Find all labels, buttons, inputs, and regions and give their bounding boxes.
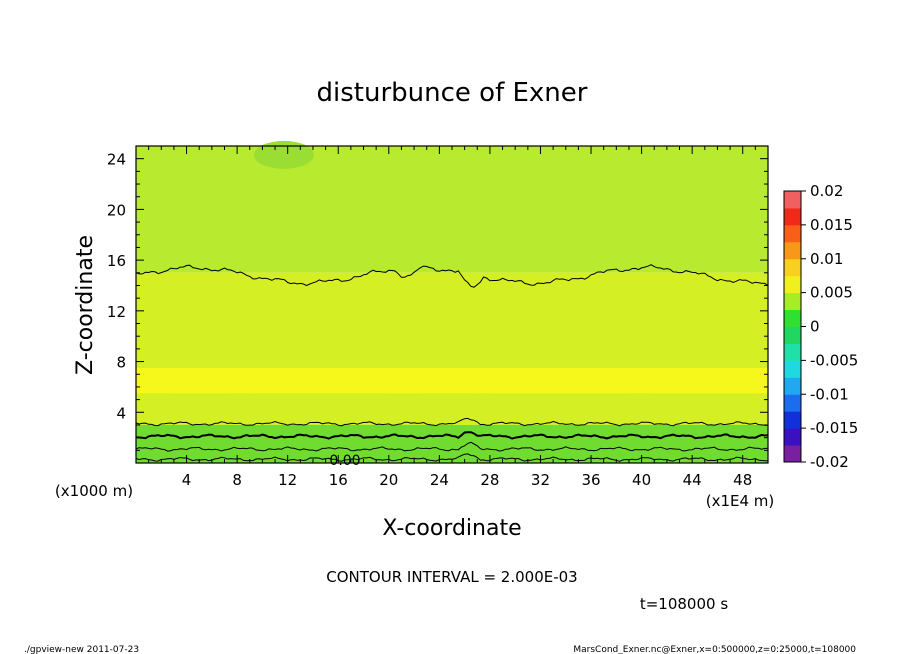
field-patch bbox=[647, 370, 762, 394]
footer-left: ./gpview-new 2011-07-23 bbox=[24, 645, 139, 654]
colorbar-tick-label: -0.015 bbox=[810, 419, 858, 437]
y-axis: 4 8 12 16 20 24 bbox=[107, 151, 768, 451]
x-tick-label: 16 bbox=[329, 471, 348, 489]
time-note: t=108000 s bbox=[640, 595, 728, 613]
field-patch bbox=[167, 370, 231, 394]
field-region-middle bbox=[136, 272, 768, 425]
x-tick-label: 28 bbox=[480, 471, 499, 489]
x-tick-label: 32 bbox=[531, 471, 550, 489]
x-tick-label: 36 bbox=[581, 471, 600, 489]
contour-line bbox=[135, 417, 769, 427]
x-tick-label: 12 bbox=[278, 471, 297, 489]
colorbar-tick-label: 0 bbox=[810, 318, 820, 336]
y-axis-label: Z-coordinate bbox=[73, 235, 98, 375]
y-unit-label: (x1000 m) bbox=[55, 482, 133, 500]
colorbar-segment bbox=[784, 377, 801, 395]
colorbar-labels: 0.02 0.015 0.01 0.005 0 -0.005 -0.01 -0.015 -0.0… bbox=[801, 182, 858, 471]
footer-right: MarsCond_Exner.nc@Exner,x=0:500000,z=0:2… bbox=[573, 645, 856, 654]
colorbar-tick-label: -0.005 bbox=[810, 351, 858, 369]
y-tick-label: 20 bbox=[107, 201, 126, 219]
colorbar bbox=[783, 190, 802, 463]
colorbar-tick-label: -0.02 bbox=[810, 453, 849, 471]
y-tick-label: 16 bbox=[107, 252, 126, 270]
colorbar-segment bbox=[784, 275, 801, 294]
colorbar-segment bbox=[784, 326, 801, 344]
colorbar-segment bbox=[784, 241, 801, 260]
colorbar-tick-label: 0.01 bbox=[810, 250, 843, 268]
contour-label-zero: 0.00 bbox=[329, 453, 360, 469]
x-tick-label: 48 bbox=[733, 471, 752, 489]
colorbar-tick-label: -0.01 bbox=[810, 385, 849, 403]
field-region-upper bbox=[136, 146, 768, 273]
colorbar-segment bbox=[784, 191, 801, 209]
colorbar-segment bbox=[784, 428, 801, 446]
y-tick-label: 4 bbox=[116, 404, 126, 422]
x-tick-label: 20 bbox=[379, 471, 398, 489]
x-tick-label: 40 bbox=[632, 471, 651, 489]
field-patch bbox=[249, 370, 257, 394]
field-region-lower bbox=[136, 424, 768, 463]
colorbar-segment bbox=[784, 309, 801, 327]
colorbar-segment bbox=[784, 411, 801, 429]
colorbar-tick-label: 0.005 bbox=[810, 284, 853, 302]
contour-line bbox=[135, 441, 768, 452]
x-tick-label: 44 bbox=[683, 471, 702, 489]
field-patch-top bbox=[253, 140, 314, 169]
colorbar-segment bbox=[784, 394, 801, 412]
chart-title: disturbunce of Exner bbox=[317, 78, 588, 108]
x-tick-label: 24 bbox=[430, 471, 449, 489]
field-patch bbox=[382, 370, 427, 394]
field-patch bbox=[483, 370, 636, 394]
y-tick-label: 8 bbox=[116, 354, 126, 372]
colorbar-segment bbox=[784, 207, 801, 226]
colorbar-segment bbox=[784, 360, 801, 378]
y-tick-label: 24 bbox=[107, 151, 126, 169]
colorbar-segment bbox=[784, 445, 801, 463]
colorbar-segment bbox=[784, 224, 801, 243]
y-tick-label: 12 bbox=[107, 303, 126, 321]
x-axis-label: X-coordinate bbox=[382, 516, 521, 541]
plot-area bbox=[136, 140, 768, 463]
contour-lines bbox=[135, 264, 769, 462]
contour-line bbox=[135, 264, 769, 288]
contour-interval-note: CONTOUR INTERVAL = 2.000E-03 bbox=[326, 568, 577, 586]
colorbar-segment bbox=[784, 258, 801, 277]
x-tick-label: 8 bbox=[232, 471, 242, 489]
x-unit-label: (x1E4 m) bbox=[706, 492, 775, 510]
x-tick-label: 4 bbox=[182, 471, 192, 489]
colorbar-tick-label: 0.015 bbox=[810, 216, 853, 234]
contour-line bbox=[135, 431, 769, 440]
colorbar-segment bbox=[784, 292, 801, 311]
x-axis: 4 8 12 16 20 24 28 32 36 40 44 48 bbox=[148, 146, 756, 489]
field-patch bbox=[470, 370, 484, 394]
colorbar-tick-label: 0.02 bbox=[810, 182, 843, 200]
colorbar-segment bbox=[784, 343, 801, 361]
